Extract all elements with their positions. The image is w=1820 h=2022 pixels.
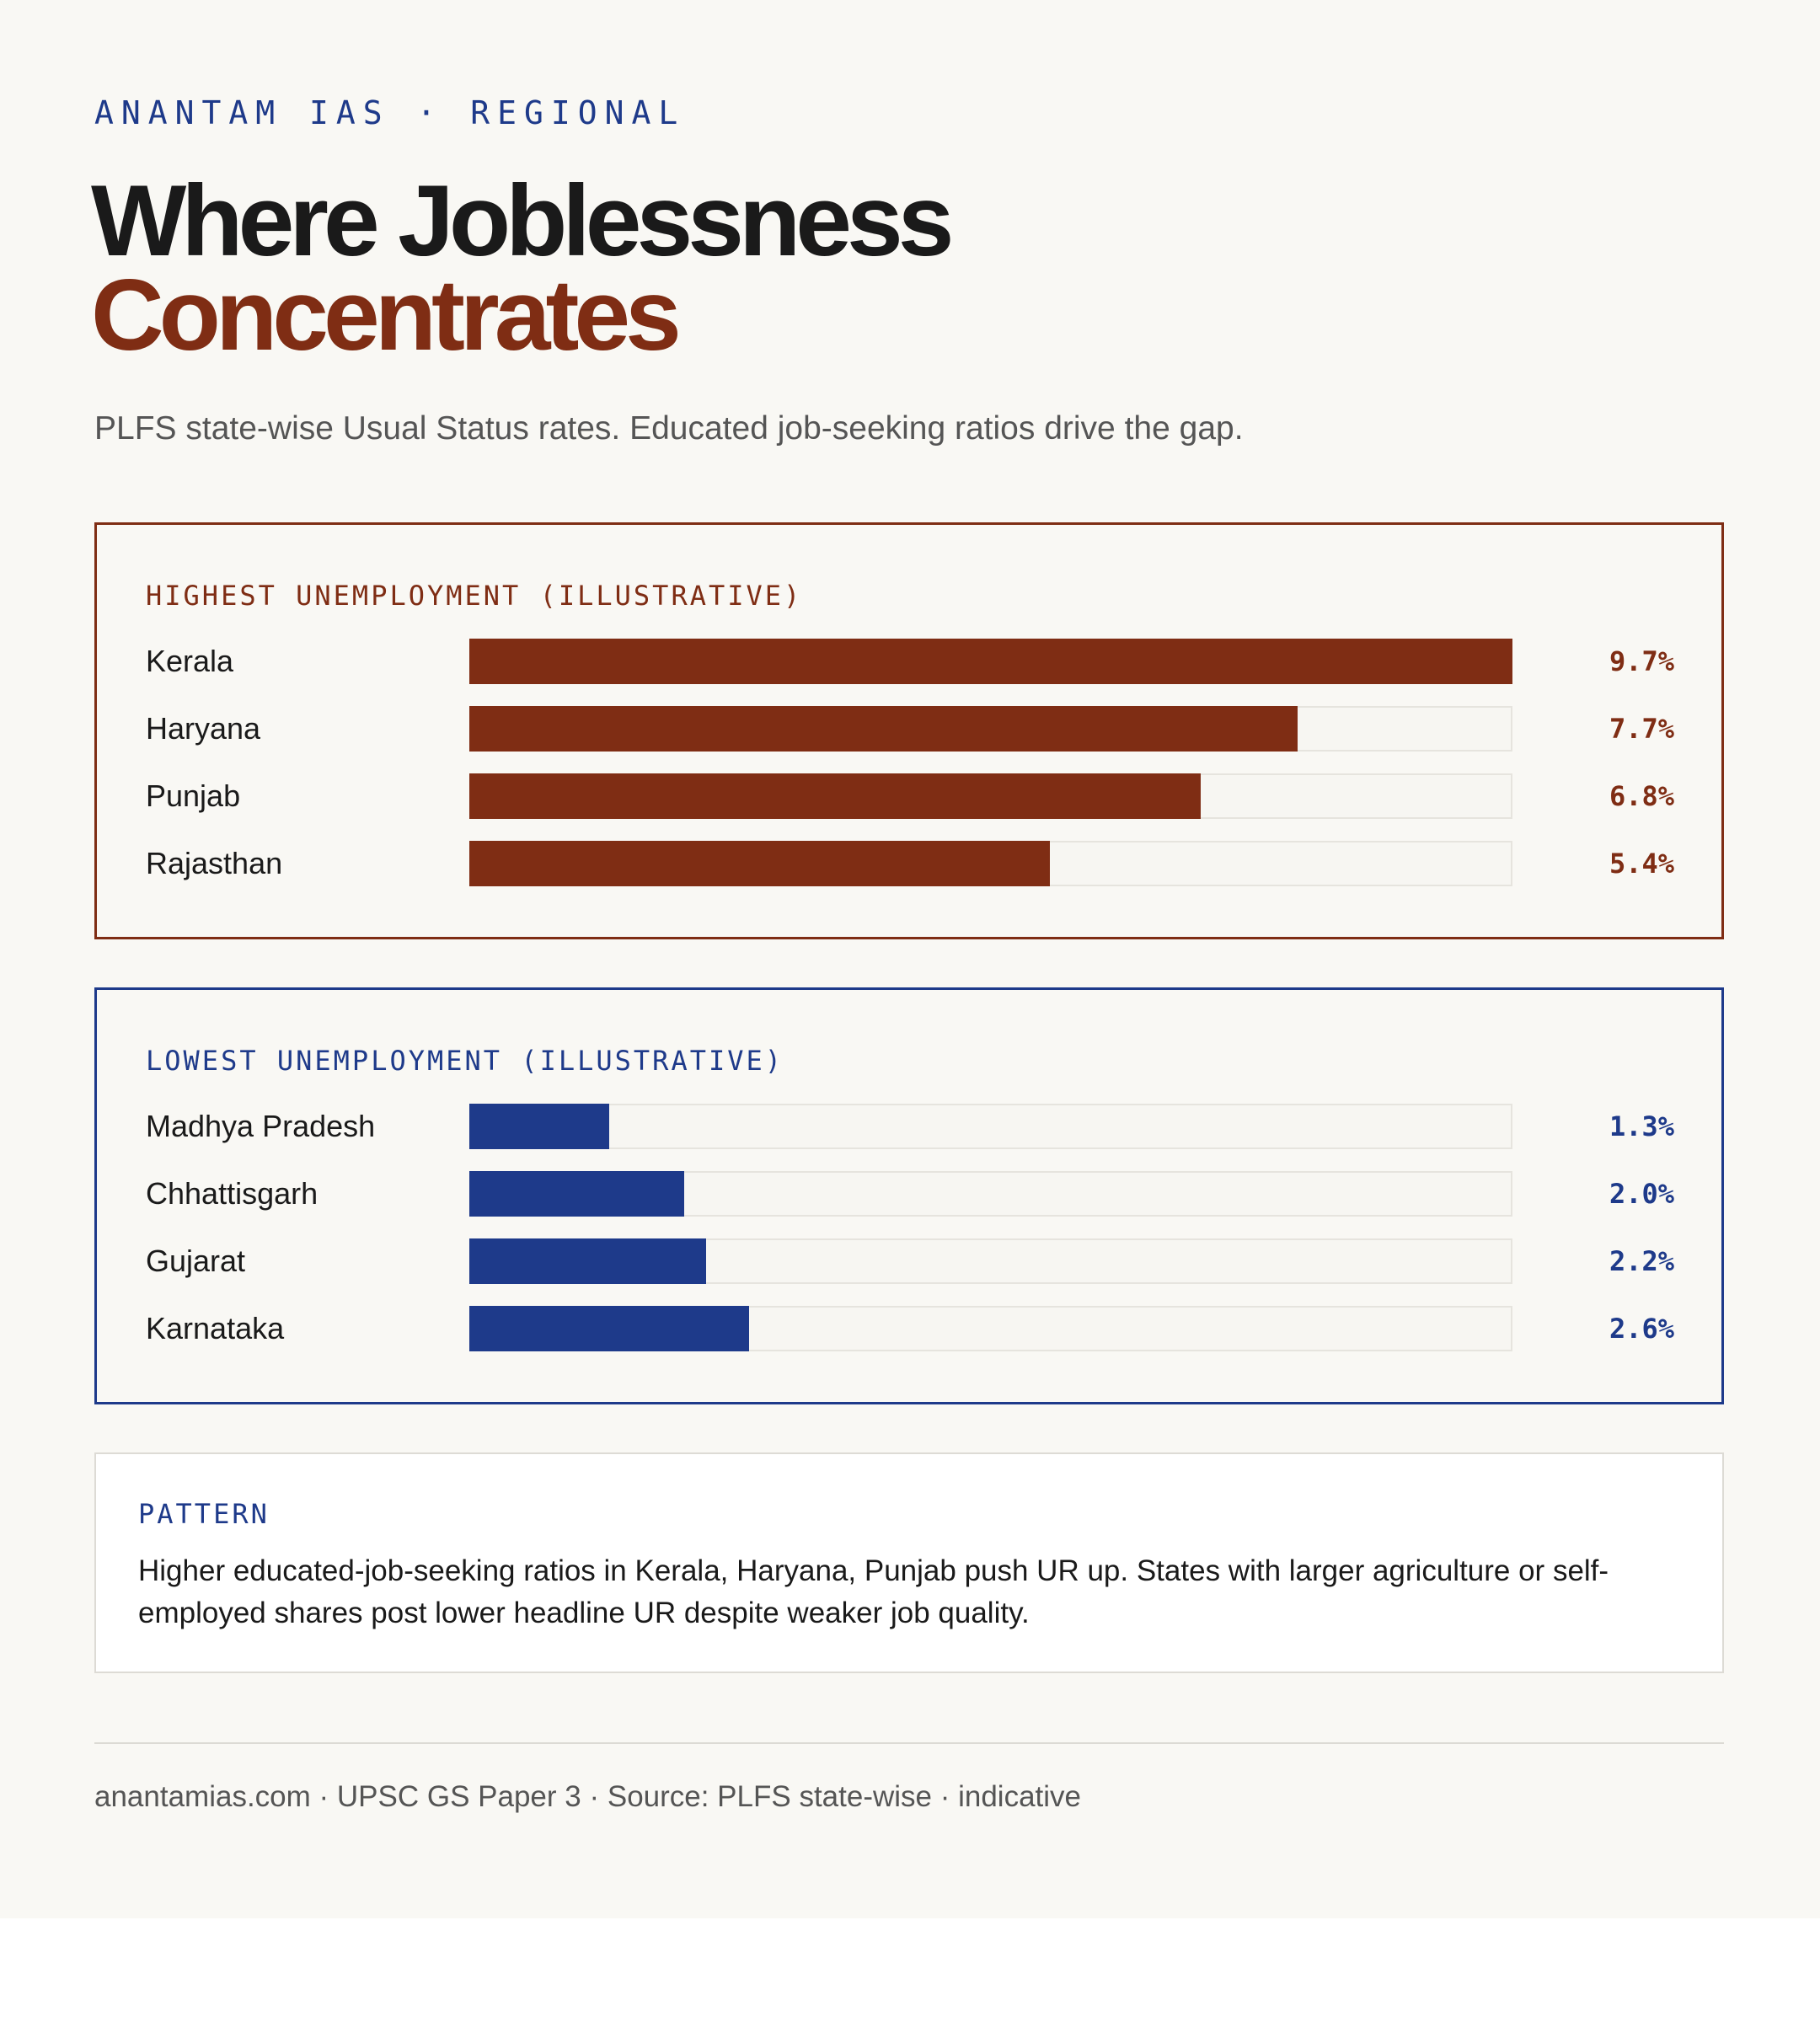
bar-value-label: 7.7% bbox=[1609, 713, 1674, 745]
bar-track bbox=[469, 1306, 1512, 1351]
bar-track bbox=[469, 706, 1512, 752]
pattern-text: Higher educated-job-seeking ratios in Ke… bbox=[138, 1554, 1609, 1629]
bar-category-label: Rajasthan bbox=[146, 846, 283, 880]
bar-value-label: 6.8% bbox=[1609, 780, 1674, 812]
bar bbox=[469, 1306, 749, 1351]
kicker: ANANTAM IAS · REGIONAL bbox=[94, 94, 686, 131]
bar-value-label: 2.0% bbox=[1609, 1178, 1674, 1210]
bar bbox=[469, 706, 1298, 752]
bar-track bbox=[469, 1104, 1512, 1149]
highest-panel-title: HIGHEST UNEMPLOYMENT (ILLUSTRATIVE) bbox=[146, 580, 803, 612]
highest-unemployment-panel: HIGHEST UNEMPLOYMENT (ILLUSTRATIVE) Kera… bbox=[94, 522, 1724, 939]
bar-category-label: Karnataka bbox=[146, 1311, 285, 1345]
subtitle: PLFS state-wise Usual Status rates. Educ… bbox=[94, 410, 1244, 447]
bar-category-label: Kerala bbox=[146, 644, 234, 678]
bar-row: Gujarat 2.2% bbox=[97, 1238, 1721, 1284]
page-title-accent: Concentrates bbox=[91, 259, 682, 372]
bar-category-label: Gujarat bbox=[146, 1244, 246, 1278]
bar-track bbox=[469, 1238, 1512, 1284]
bar-value-label: 9.7% bbox=[1609, 645, 1674, 677]
bar-row: Madhya Pradesh 1.3% bbox=[97, 1104, 1721, 1149]
bar-value-label: 2.2% bbox=[1609, 1245, 1674, 1277]
bar bbox=[469, 639, 1512, 684]
bar-row: Karnataka 2.6% bbox=[97, 1306, 1721, 1351]
bar-track bbox=[469, 773, 1512, 819]
bar-row: Punjab 6.8% bbox=[97, 773, 1721, 819]
bar-row: Haryana 7.7% bbox=[97, 706, 1721, 752]
pattern-heading: PATTERN bbox=[138, 1498, 270, 1530]
bar-row: Chhattisgarh 2.0% bbox=[97, 1171, 1721, 1217]
page-title: Where Joblessness bbox=[91, 164, 954, 277]
bar-category-label: Madhya Pradesh bbox=[146, 1109, 376, 1143]
footer-divider bbox=[94, 1742, 1724, 1744]
bar-value-label: 2.6% bbox=[1609, 1313, 1674, 1345]
bar-value-label: 1.3% bbox=[1609, 1110, 1674, 1142]
bar-value-label: 5.4% bbox=[1609, 848, 1674, 880]
bar bbox=[469, 1104, 609, 1149]
bar-track bbox=[469, 639, 1512, 684]
footer-credit: anantamias.com · UPSC GS Paper 3 · Sourc… bbox=[94, 1780, 1082, 1813]
bar-category-label: Chhattisgarh bbox=[146, 1176, 318, 1211]
bar-category-label: Haryana bbox=[146, 711, 261, 746]
bar-track bbox=[469, 1171, 1512, 1217]
bar bbox=[469, 1238, 706, 1284]
bar-category-label: Punjab bbox=[146, 778, 241, 813]
bar-row: Kerala 9.7% bbox=[97, 639, 1721, 684]
bar bbox=[469, 1171, 684, 1217]
lowest-unemployment-panel: LOWEST UNEMPLOYMENT (ILLUSTRATIVE) Madhy… bbox=[94, 987, 1724, 1404]
bar-row: Rajasthan 5.4% bbox=[97, 841, 1721, 886]
bar bbox=[469, 773, 1201, 819]
pattern-box: PATTERN Higher educated-job-seeking rati… bbox=[94, 1452, 1724, 1673]
bar bbox=[469, 841, 1050, 886]
bar-track bbox=[469, 841, 1512, 886]
infographic-page: ANANTAM IAS · REGIONAL Where Joblessness… bbox=[0, 0, 1820, 1918]
lowest-panel-title: LOWEST UNEMPLOYMENT (ILLUSTRATIVE) bbox=[146, 1045, 784, 1077]
